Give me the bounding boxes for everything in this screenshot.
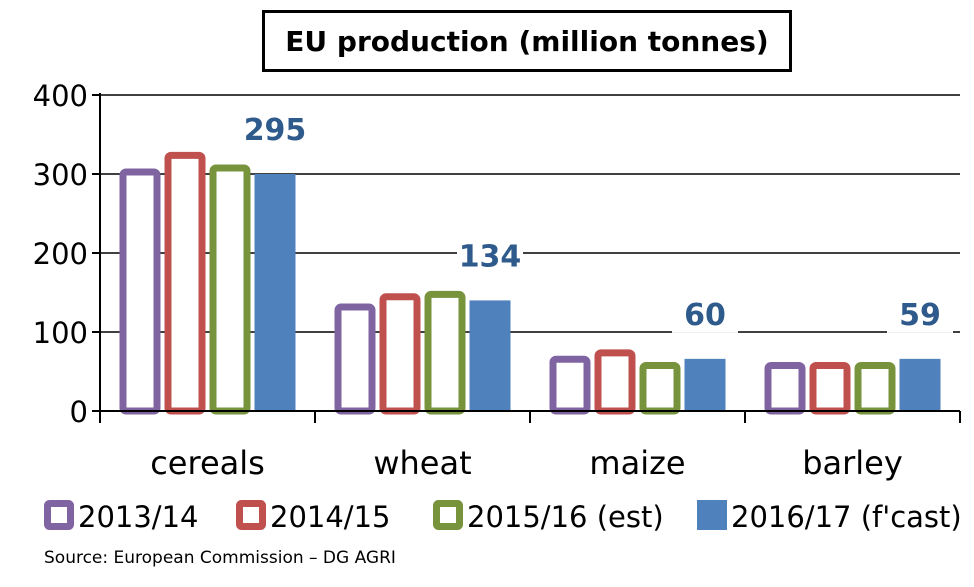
bar xyxy=(209,164,251,415)
x-tick-label: maize xyxy=(589,444,685,482)
bar xyxy=(594,349,636,415)
y-tick-label: 100 xyxy=(33,316,88,350)
data-label: 59 xyxy=(899,298,941,333)
bar xyxy=(424,290,466,415)
chart-title: EU production (million tonnes) xyxy=(262,10,792,72)
data-label-bg xyxy=(887,296,953,333)
bar xyxy=(639,362,681,415)
bar xyxy=(469,300,511,411)
bar xyxy=(379,293,421,415)
legend-label: 2016/17 (f'cast) xyxy=(731,500,962,534)
x-tick-label: barley xyxy=(802,444,903,482)
data-label-bg xyxy=(242,112,308,148)
bar xyxy=(854,362,896,415)
bar xyxy=(684,358,726,411)
legend-swatch xyxy=(44,500,74,530)
y-tick-label: 200 xyxy=(33,237,88,271)
bar xyxy=(334,303,376,415)
bar xyxy=(119,168,161,415)
x-tick-label: wheat xyxy=(373,444,471,482)
legend-label: 2013/14 xyxy=(78,500,198,534)
legend: 2013/14 2014/15 2015/16 (est) 2016/17 (f'ca… xyxy=(44,500,962,534)
bar xyxy=(164,151,206,415)
data-label-bg xyxy=(457,238,523,275)
bar xyxy=(549,355,591,415)
bar xyxy=(899,358,941,411)
x-tick-label: cereals xyxy=(150,444,265,482)
y-tick-label: 300 xyxy=(33,158,88,192)
data-label: 295 xyxy=(244,113,307,148)
bar xyxy=(809,362,851,415)
legend-swatch xyxy=(433,500,463,530)
bars xyxy=(119,151,941,415)
data-labels: 295 134 60 59 xyxy=(242,112,953,333)
legend-swatch xyxy=(236,500,266,530)
bar xyxy=(764,362,806,415)
data-label-bg xyxy=(672,296,738,333)
axes: 0 100 200 300 400 cereals wheat maize barley xyxy=(33,79,961,482)
data-label: 134 xyxy=(459,239,522,274)
legend-label: 2015/16 (est) xyxy=(467,500,664,534)
y-tick-label: 400 xyxy=(33,79,88,113)
data-label: 60 xyxy=(684,298,726,333)
legend-label: 2014/15 xyxy=(270,500,390,534)
source-note: Source: European Commission – DG AGRI xyxy=(44,548,396,568)
legend-swatch xyxy=(697,500,727,530)
y-tick-label: 0 xyxy=(70,395,88,429)
bar xyxy=(254,174,296,411)
